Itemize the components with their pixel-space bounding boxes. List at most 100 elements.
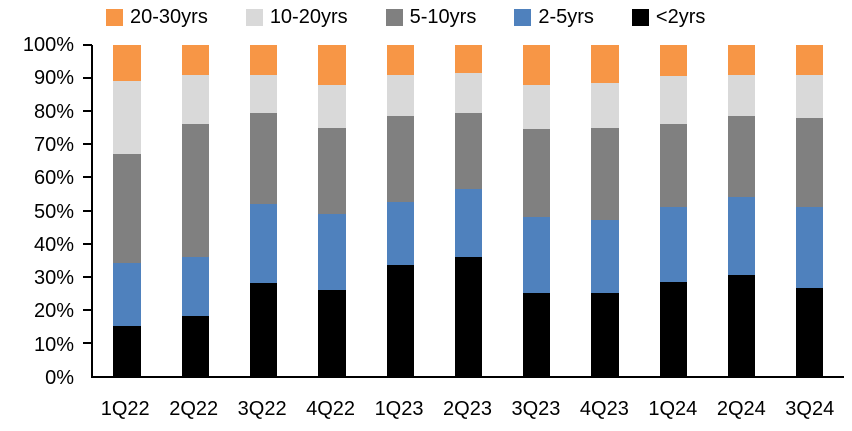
legend-label: 10-20yrs [269,6,348,28]
bar-segment-1q24-2yrs [659,281,687,376]
legend-swatch-5-10yrs-icon [385,8,403,26]
bar-column-2q24 [707,45,775,376]
x-axis: 1Q22 2Q22 3Q22 4Q22 1Q23 2Q23 3Q23 4Q23 1Q24 2Q24… [91,396,844,422]
legend-item-10-20yrs: 10-20yrs [245,6,348,28]
bar-segment-1q23-10-20yrs [386,74,414,117]
y-axis-tick-label: 60% [33,167,74,190]
bar-segment-3q23-2-5yrs [523,217,551,294]
bar-segment-3q24-20-30yrs [796,45,824,75]
y-axis-tick-label: 10% [33,333,74,356]
x-axis-label-3q22: 3Q22 [237,398,287,420]
bar-segment-4q22-2yrs [318,289,346,376]
x-axis-label-2q23: 2Q23 [443,398,492,420]
bar-3q23 [523,45,551,376]
y-axis-tick-label: 80% [33,100,74,123]
bar-2q24 [727,45,756,376]
bar-segment-3q23-10-20yrs [523,84,551,130]
x-axis-label-2q24: 2Q24 [716,398,766,420]
bar-segment-3q24-5-10yrs [796,117,824,208]
bar-column-3q24 [776,45,844,376]
x-axis-label-4q23: 4Q23 [579,398,629,420]
bar-segment-2q22-2yrs [181,316,210,376]
bar-segment-2q24-10-20yrs [727,74,756,117]
bar-column-4q22 [298,45,366,376]
bar-segment-1q24-20-30yrs [659,45,687,77]
bar-segment-2q24-5-10yrs [727,116,756,198]
bar-1q23 [386,45,414,376]
bar-column-2q22 [161,45,229,376]
y-axis-tick [83,110,92,113]
bar-segment-3q22-10-20yrs [250,74,278,113]
bar-segment-3q22-2yrs [250,283,278,376]
bar-segment-3q24-2-5yrs [796,207,824,289]
bar-column-1q23 [366,45,434,376]
legend-swatch-2yrs-icon [631,8,649,26]
y-axis-tick-label: 100% [22,34,74,56]
plot-area [83,44,844,378]
bar-segment-1q22-20-30yrs [113,45,141,82]
x-axis-label-3q24: 3Q24 [785,398,835,420]
bar-segment-4q23-2yrs [591,293,619,376]
bar-column-3q22 [230,45,298,376]
bar-1q22 [113,45,141,376]
bar-segment-1q22-2yrs [113,326,141,376]
y-axis-tick [83,44,92,46]
bar-column-4q23 [571,45,639,376]
y-axis-tick [83,176,92,179]
bar-segment-1q23-20-30yrs [386,45,414,75]
bar-segment-2q23-2-5yrs [454,189,483,257]
y-axis-tick-label: 40% [33,233,74,256]
x-axis-label-4q22: 4Q22 [306,398,356,420]
bar-segment-1q23-2yrs [386,265,414,376]
bar-segment-2q24-2-5yrs [727,197,756,276]
legend-item-20-30yrs: 20-30yrs [106,7,208,27]
legend-item-2-5yrs: 2-5yrs [514,7,594,27]
bar-segment-1q22-10-20yrs [113,81,141,155]
y-axis-tick [83,209,92,212]
bar-segment-2q22-20-30yrs [181,45,210,75]
bar-4q22 [318,45,346,376]
bar-segment-3q22-5-10yrs [250,112,278,204]
legend-label: 5-10yrs [409,6,477,28]
bar-segment-1q23-5-10yrs [386,116,414,203]
bar-segment-1q24-5-10yrs [659,124,687,208]
x-axis-label-1q24: 1Q24 [648,398,698,420]
y-axis: 0% 10% 20% 30% 40% 50% 60% 70% 80% 90% 100% [0,34,74,389]
legend-swatch-10-20yrs-icon [245,8,263,26]
bar-segment-2q24-2yrs [727,275,756,376]
y-axis-tick [83,275,92,278]
x-axis-label-1q22: 1Q22 [100,398,150,420]
bar-segment-3q22-2-5yrs [250,203,278,284]
bar-segment-4q22-20-30yrs [318,45,346,85]
bar-segment-3q23-2yrs [523,293,551,376]
legend-item-2yrs: <2yrs [631,6,706,28]
bar-segment-1q22-2-5yrs [113,263,141,327]
y-axis-tick [83,143,92,146]
y-axis-tick-label: 70% [33,133,74,156]
legend-label: <2yrs [655,6,706,28]
bar-segment-1q22-5-10yrs [113,154,141,264]
bar-segment-2q24-20-30yrs [727,45,756,75]
legend-label: 20-30yrs [130,6,208,28]
x-axis-label-2q22: 2Q22 [169,398,219,420]
legend: 20-30yrs 10-20yrs 5-10yrs 2-5yrs <2yrs [106,4,705,30]
bar-2q22 [181,45,210,376]
bar-segment-2q23-10-20yrs [454,73,483,113]
y-axis-tick-label: 0% [45,367,74,389]
y-axis-tick [83,77,92,80]
bar-segment-4q23-5-10yrs [591,127,619,221]
x-axis-label-3q23: 3Q23 [511,398,561,420]
bar-3q24 [796,45,824,376]
legend-item-5-10yrs: 5-10yrs [385,6,477,28]
bar-segment-3q22-20-30yrs [250,45,278,75]
y-axis-tick [83,341,92,344]
bar-segment-2q22-10-20yrs [181,74,210,125]
bar-segment-4q22-10-20yrs [318,84,346,128]
bar-2q23 [454,45,483,376]
bar-segment-3q24-2yrs [796,288,824,376]
bar-segment-4q23-10-20yrs [591,83,619,128]
x-axis-label-1q23: 1Q23 [374,398,424,420]
y-axis-tick-label: 50% [33,200,74,223]
bar-segment-3q23-20-30yrs [523,45,551,85]
